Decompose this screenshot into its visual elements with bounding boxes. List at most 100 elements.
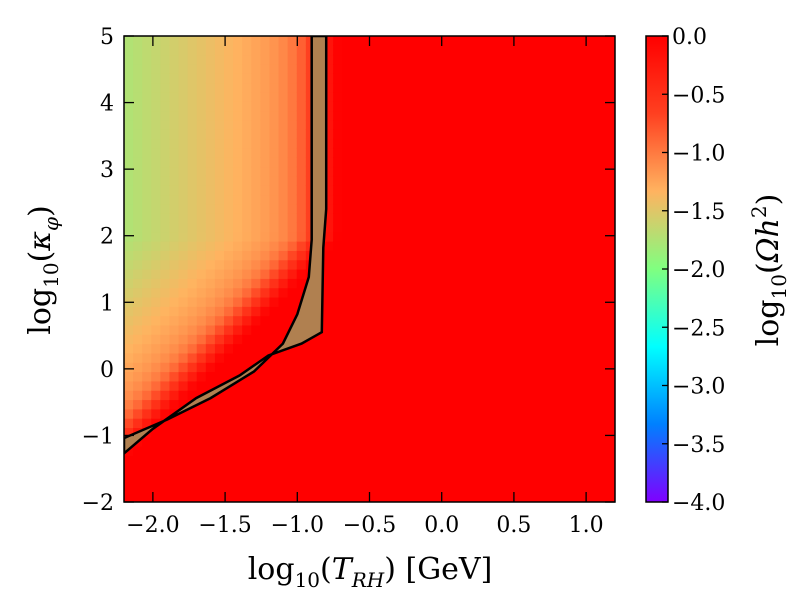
heatmap-cell: [551, 492, 562, 502]
heatmap-cell: [187, 110, 198, 121]
heatmap-cell: [587, 194, 598, 205]
heatmap-cell: [133, 36, 143, 46]
heatmap-cell: [387, 129, 398, 140]
heatmap-cell: [514, 418, 525, 429]
heatmap-cell: [351, 343, 361, 354]
heatmap-cell: [214, 91, 225, 102]
heatmap-cell: [451, 296, 462, 307]
heatmap-cell: [314, 399, 325, 410]
heatmap-cell: [596, 129, 607, 140]
heatmap-cell: [160, 203, 171, 214]
heatmap-cell: [514, 287, 525, 298]
heatmap-cell: [224, 464, 234, 475]
heatmap-cell: [396, 418, 407, 429]
heatmap-cell: [260, 306, 271, 317]
heatmap-cell: [569, 101, 580, 112]
heatmap-cell: [387, 352, 398, 363]
heatmap-cell: [287, 91, 298, 102]
heatmap-cell: [396, 250, 407, 261]
heatmap-cell: [142, 45, 152, 56]
heatmap-cell: [524, 399, 534, 410]
heatmap-cell: [442, 241, 452, 251]
heatmap-cell: [578, 166, 589, 177]
heatmap-cell: [433, 166, 443, 177]
heatmap-cell: [460, 194, 471, 205]
heatmap-cell: [569, 455, 580, 466]
heatmap-cell: [278, 371, 289, 382]
heatmap-cell: [142, 175, 152, 186]
heatmap-cell: [196, 315, 207, 326]
heatmap-cell: [324, 82, 334, 93]
heatmap-cell: [124, 306, 134, 317]
heatmap-cell: [360, 408, 371, 419]
y-axis-label: log10(κφ): [23, 205, 63, 334]
heatmap-cell: [169, 91, 180, 102]
heatmap-cell: [278, 119, 289, 130]
heatmap-cell: [387, 315, 398, 326]
heatmap-cell: [178, 110, 189, 121]
heatmap-cell: [142, 380, 152, 391]
heatmap-cell: [560, 269, 571, 279]
heatmap-cell: [542, 455, 552, 466]
heatmap-cell: [233, 63, 243, 74]
heatmap-cell: [387, 101, 398, 112]
heatmap-cell: [160, 54, 171, 65]
heatmap-cell: [324, 45, 334, 56]
heatmap-cell: [405, 446, 416, 456]
heatmap-cell: [260, 446, 271, 456]
heatmap-cell: [196, 194, 207, 205]
heatmap-cell: [396, 63, 407, 74]
heatmap-cell: [242, 399, 252, 410]
heatmap-cell: [169, 278, 180, 289]
heatmap-cell: [596, 464, 607, 475]
heatmap-cell: [360, 54, 371, 65]
heatmap-cell: [551, 408, 562, 419]
heatmap-cell: [387, 138, 398, 149]
heatmap-cell: [133, 408, 143, 419]
heatmap-cell: [342, 446, 352, 456]
heatmap-cell: [387, 45, 398, 56]
heatmap-cell: [533, 296, 543, 307]
heatmap-cell: [160, 138, 171, 149]
heatmap-cell: [387, 483, 398, 494]
heatmap-cell: [396, 324, 407, 335]
heatmap-cell: [351, 324, 361, 335]
heatmap-cell: [233, 175, 243, 186]
heatmap-cell: [487, 185, 498, 196]
heatmap-cell: [451, 455, 462, 466]
heatmap-cell: [178, 194, 189, 205]
heatmap-cell: [542, 185, 552, 196]
heatmap-cell: [496, 287, 507, 298]
heatmap-cell: [133, 73, 143, 84]
heatmap-cell: [524, 147, 534, 158]
heatmap-cell: [433, 334, 443, 345]
y-tick-label: 1: [100, 291, 114, 316]
heatmap-cell: [578, 250, 589, 261]
heatmap-cell: [514, 352, 525, 363]
heatmap-cell: [187, 82, 198, 93]
heatmap-cell: [142, 352, 152, 363]
heatmap-cell: [233, 119, 243, 130]
heatmap-cell: [369, 362, 380, 373]
heatmap-cell: [296, 73, 307, 84]
heatmap-cell: [205, 213, 216, 223]
heatmap-cell: [287, 213, 298, 223]
heatmap-cell: [433, 241, 443, 251]
heatmap-cell: [324, 203, 334, 214]
heatmap-cell: [151, 315, 161, 326]
heatmap-cell: [496, 213, 507, 223]
heatmap-cell: [133, 82, 143, 93]
heatmap-cell: [351, 147, 361, 158]
heatmap-cell: [533, 362, 543, 373]
heatmap-cell: [469, 45, 480, 56]
heatmap-cell: [360, 259, 371, 270]
heatmap-cell: [278, 54, 289, 65]
heatmap-cell: [205, 138, 216, 149]
heatmap-cell: [369, 259, 380, 270]
heatmap-cell: [151, 464, 161, 475]
heatmap-cell: [214, 129, 225, 140]
heatmap-cell: [487, 315, 498, 326]
heatmap-cell: [505, 427, 516, 438]
heatmap-cell: [478, 231, 489, 242]
heatmap-cell: [169, 352, 180, 363]
